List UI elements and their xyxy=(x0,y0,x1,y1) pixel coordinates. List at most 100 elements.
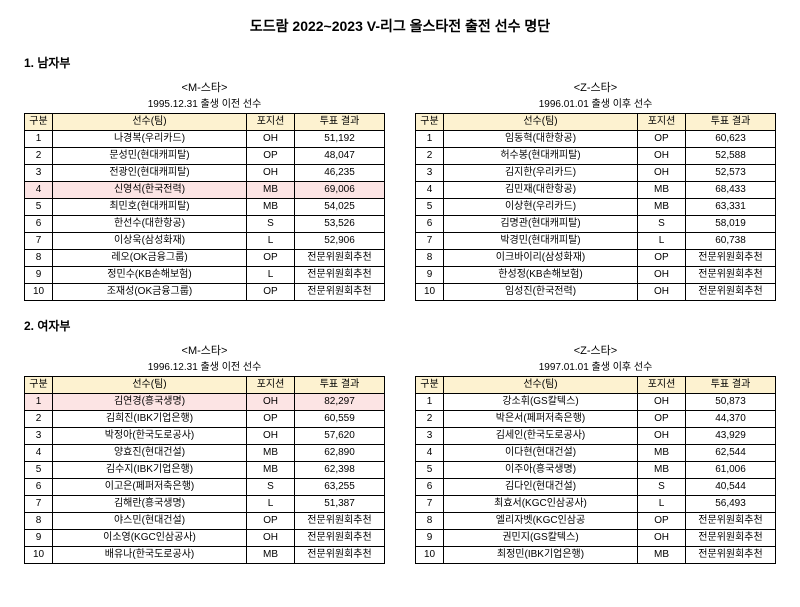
team-title: <M-스타> xyxy=(24,79,385,95)
table-cell: OH xyxy=(247,131,295,148)
table-cell: 임성진(한국전력) xyxy=(444,284,638,301)
table-cell: 56,493 xyxy=(686,496,776,513)
table-header: 구분 xyxy=(25,377,53,394)
table-cell: OH xyxy=(638,165,686,182)
table-cell: 박정아(한국도로공사) xyxy=(53,428,247,445)
table-cell: 최정민(IBK기업은행) xyxy=(444,547,638,564)
table-row: 2김희진(IBK기업은행)OP60,559 xyxy=(25,411,385,428)
table-cell: MB xyxy=(247,462,295,479)
team-title: <Z-스타> xyxy=(415,342,776,358)
table-cell: MB xyxy=(247,445,295,462)
section-label: 1. 남자부 xyxy=(24,54,776,71)
table-cell: OP xyxy=(247,513,295,530)
table-cell: 5 xyxy=(25,199,53,216)
team-subtitle: 1996.01.01 출생 이후 선수 xyxy=(415,95,776,110)
table-row: 4양효진(현대건설)MB62,890 xyxy=(25,445,385,462)
table-cell: L xyxy=(247,496,295,513)
table-cell: 김해란(흥국생명) xyxy=(53,496,247,513)
table-cell: OP xyxy=(247,148,295,165)
table-header: 선수(팀) xyxy=(53,377,247,394)
table-row: 1임동혁(대한항공)OP60,623 xyxy=(416,131,776,148)
page-title: 도드람 2022~2023 V-리그 올스타전 출전 선수 명단 xyxy=(24,16,776,36)
table-cell: 52,906 xyxy=(295,233,385,250)
table-cell: 3 xyxy=(25,165,53,182)
table-cell: OH xyxy=(638,530,686,547)
table-row: 5최민호(현대캐피탈)MB54,025 xyxy=(25,199,385,216)
table-cell: 5 xyxy=(416,199,444,216)
table-cell: 김민재(대한항공) xyxy=(444,182,638,199)
table-cell: MB xyxy=(247,547,295,564)
table-cell: S xyxy=(247,479,295,496)
table-row: 3김세인(한국도로공사)OH43,929 xyxy=(416,428,776,445)
table-cell: 전문위원회추천 xyxy=(686,267,776,284)
table-row: 3전광인(현대캐피탈)OH46,235 xyxy=(25,165,385,182)
table-cell: 7 xyxy=(25,233,53,250)
table-cell: 10 xyxy=(25,284,53,301)
section-label: 2. 여자부 xyxy=(24,317,776,334)
table-cell: 8 xyxy=(416,250,444,267)
table-cell: S xyxy=(638,216,686,233)
roster-table: 구분선수(팀)포지션투표 결과1강소휘(GS칼텍스)OH50,8732박은서(페… xyxy=(415,376,776,564)
table-cell: 62,398 xyxy=(295,462,385,479)
table-cell: MB xyxy=(638,182,686,199)
table-cell: 10 xyxy=(416,547,444,564)
table-cell: OH xyxy=(247,165,295,182)
table-cell: 이크바이리(삼성화재) xyxy=(444,250,638,267)
table-cell: 전문위원회추천 xyxy=(295,530,385,547)
table-row: 8야스민(현대건설)OP전문위원회추천 xyxy=(25,513,385,530)
table-cell: 정민수(KB손해보험) xyxy=(53,267,247,284)
table-cell: 조재성(OK금융그룹) xyxy=(53,284,247,301)
team-subtitle: 1996.12.31 출생 이전 선수 xyxy=(24,358,385,373)
table-cell: 전문위원회추천 xyxy=(686,547,776,564)
table-cell: 44,370 xyxy=(686,411,776,428)
table-cell: 5 xyxy=(25,462,53,479)
table-cell: 3 xyxy=(416,165,444,182)
table-cell: 7 xyxy=(416,233,444,250)
table-cell: 3 xyxy=(416,428,444,445)
table-header: 포지션 xyxy=(638,114,686,131)
table-cell: 6 xyxy=(25,479,53,496)
team-title: <M-스타> xyxy=(24,342,385,358)
table-cell: 레오(OK금융그룹) xyxy=(53,250,247,267)
team-subtitle: 1995.12.31 출생 이전 선수 xyxy=(24,95,385,110)
table-row: 5이주아(흥국생명)MB61,006 xyxy=(416,462,776,479)
table-cell: 69,006 xyxy=(295,182,385,199)
table-cell: 8 xyxy=(416,513,444,530)
table-cell: 박은서(페퍼저축은행) xyxy=(444,411,638,428)
table-cell: 8 xyxy=(25,513,53,530)
table-row: 10배유나(한국도로공사)MB전문위원회추천 xyxy=(25,547,385,564)
table-cell: L xyxy=(638,496,686,513)
table-row: 1강소휘(GS칼텍스)OH50,873 xyxy=(416,394,776,411)
table-row: 6이고은(페퍼저축은행)S63,255 xyxy=(25,479,385,496)
table-cell: 8 xyxy=(25,250,53,267)
table-cell: 전문위원회추천 xyxy=(295,250,385,267)
table-cell: 4 xyxy=(416,182,444,199)
table-row: 5이상현(우리카드)MB63,331 xyxy=(416,199,776,216)
table-cell: 9 xyxy=(416,267,444,284)
table-cell: OH xyxy=(638,148,686,165)
table-header: 선수(팀) xyxy=(444,114,638,131)
table-header: 투표 결과 xyxy=(686,377,776,394)
table-cell: 이고은(페퍼저축은행) xyxy=(53,479,247,496)
table-cell: 허수봉(현대캐피탈) xyxy=(444,148,638,165)
table-cell: 전문위원회추천 xyxy=(295,513,385,530)
table-cell: OH xyxy=(247,530,295,547)
table-cell: MB xyxy=(638,547,686,564)
table-cell: 김수지(IBK기업은행) xyxy=(53,462,247,479)
table-cell: 최민호(현대캐피탈) xyxy=(53,199,247,216)
table-row: 2문성민(현대캐피탈)OP48,047 xyxy=(25,148,385,165)
table-row: 8이크바이리(삼성화재)OP전문위원회추천 xyxy=(416,250,776,267)
table-row: 1나경복(우리카드)OH51,192 xyxy=(25,131,385,148)
table-row: 9정민수(KB손해보험)L전문위원회추천 xyxy=(25,267,385,284)
team-subtitle: 1997.01.01 출생 이후 선수 xyxy=(415,358,776,373)
table-cell: 58,019 xyxy=(686,216,776,233)
table-row: 7이상욱(삼성화재)L52,906 xyxy=(25,233,385,250)
table-header: 투표 결과 xyxy=(686,114,776,131)
table-cell: 전문위원회추천 xyxy=(686,530,776,547)
table-row: 10최정민(IBK기업은행)MB전문위원회추천 xyxy=(416,547,776,564)
table-cell: 전문위원회추천 xyxy=(295,267,385,284)
table-row: 9권민지(GS칼텍스)OH전문위원회추천 xyxy=(416,530,776,547)
table-header: 선수(팀) xyxy=(53,114,247,131)
roster-table: 구분선수(팀)포지션투표 결과1임동혁(대한항공)OP60,6232허수봉(현대… xyxy=(415,113,776,301)
table-cell: 배유나(한국도로공사) xyxy=(53,547,247,564)
